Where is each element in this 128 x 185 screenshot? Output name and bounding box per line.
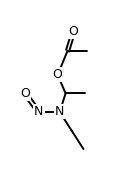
- Text: O: O: [53, 68, 63, 81]
- Text: O: O: [69, 25, 78, 38]
- Text: N: N: [34, 105, 44, 118]
- Text: N: N: [55, 105, 64, 118]
- Text: O: O: [20, 87, 30, 100]
